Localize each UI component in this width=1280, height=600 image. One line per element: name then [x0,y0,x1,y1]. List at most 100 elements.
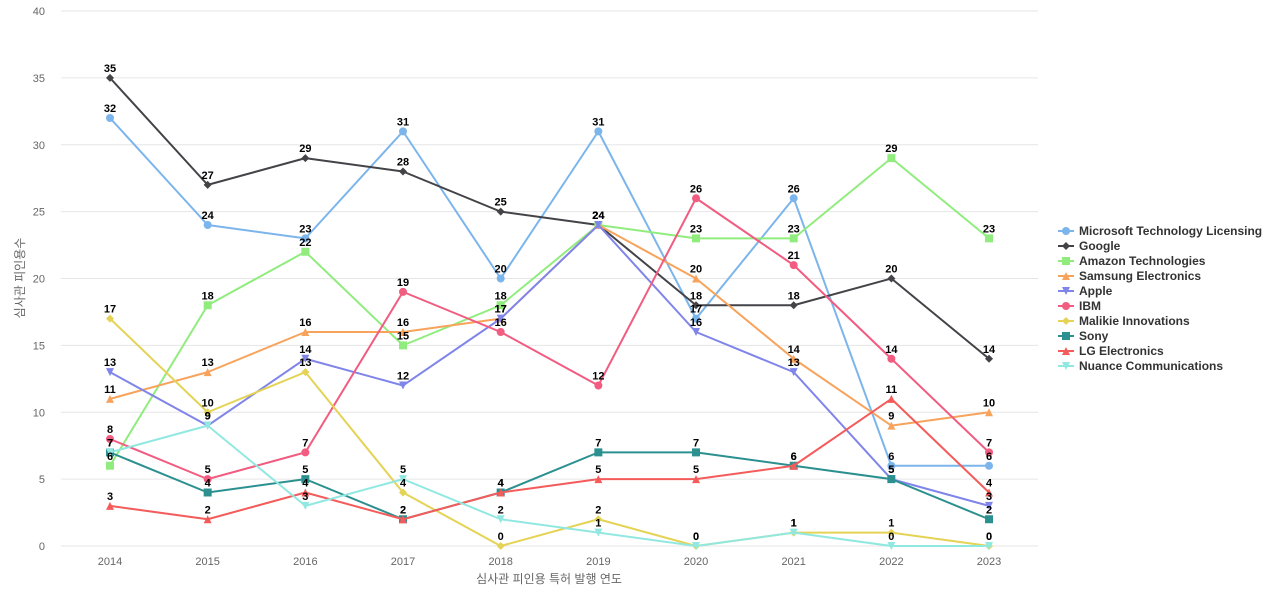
y-tick-label: 35 [33,73,45,85]
data-label: 3 [107,491,113,503]
series-nuance-communications [106,421,994,550]
data-point [985,448,994,457]
series-line [109,117,990,467]
data-label: 18 [495,290,507,302]
data-label: 7 [595,437,601,449]
data-point [496,488,505,497]
x-tick-label: 2023 [977,556,1001,568]
data-point [301,247,310,256]
legend-item: Apple [1058,284,1113,298]
data-point [496,542,505,550]
data-point [496,314,505,323]
data-label: 23 [299,223,311,235]
data-label: 20 [885,264,897,276]
legend-item: IBM [1058,299,1101,313]
series-line [109,424,990,547]
legend-label: Amazon Technologies [1079,254,1206,268]
data-point [399,488,408,497]
data-label: 14 [788,344,801,356]
data-label: 4 [498,478,505,490]
data-label: 5 [595,464,601,476]
data-point [301,488,310,497]
data-label: 16 [690,317,702,329]
data-label: 2 [400,504,406,516]
data-label: 1 [595,518,601,530]
data-label: 5 [205,464,211,476]
data-point [887,154,896,163]
data-label: 7 [107,437,113,449]
data-point [887,475,896,484]
data-label: 18 [690,290,702,302]
data-label: 35 [104,63,116,75]
data-point [106,368,114,377]
data-label: 4 [205,478,212,490]
series-line [109,77,990,360]
data-point [399,167,408,176]
data-label: 28 [397,157,409,169]
data-label: 6 [888,451,894,463]
data-point [496,301,505,310]
series-line [109,197,990,481]
data-point [301,154,310,163]
legend-label: Nuance Communications [1079,359,1223,373]
legend: Microsoft Technology LicensingGoogleAmaz… [1058,224,1262,373]
data-label: 6 [986,451,992,463]
legend-item: Samsung Electronics [1058,269,1201,283]
data-label: 13 [104,357,116,369]
data-point [301,448,310,457]
data-point [106,435,114,443]
data-point [399,328,408,336]
data-point [594,475,603,484]
data-label: 24 [592,210,605,222]
legend-marker [1062,272,1070,280]
data-label: 1 [791,518,797,530]
y-axis-title: 심사관 피인용수 [13,238,27,319]
data-point [301,475,310,484]
data-point [594,515,603,524]
data-label: 6 [791,451,797,463]
data-point [203,180,212,189]
data-point [496,515,505,524]
data-label: 0 [986,531,992,543]
data-label: 12 [397,371,409,383]
data-label: 29 [885,143,897,155]
data-label: 29 [299,143,311,155]
data-point [789,354,798,363]
data-point [594,448,603,457]
data-point [985,354,994,363]
data-point [985,488,994,497]
data-point [399,475,408,484]
data-label: 23 [983,223,995,235]
data-point [594,127,603,136]
x-tick-label: 2022 [879,556,903,568]
x-axis-title: 심사관 피인용 특허 발행 연도 [476,571,622,586]
legend-item: Malikie Innovations [1058,314,1190,328]
data-point [399,127,408,136]
data-point [789,261,798,270]
data-point [692,301,701,310]
legend-label: Apple [1079,284,1113,298]
data-label: 11 [886,384,898,396]
x-tick-label: 2020 [684,556,708,568]
data-label: 13 [202,357,214,369]
data-label: 1 [791,518,797,530]
series-lg-electronics [106,394,994,524]
y-tick-label: 20 [33,274,45,286]
data-label: 10 [983,397,995,409]
data-label: 8 [107,424,113,436]
data-point [789,528,798,537]
data-label: 4 [986,478,993,490]
legend-item: LG Electronics [1058,344,1164,358]
data-label: 11 [104,384,116,396]
data-label: 14 [983,344,996,356]
data-label: 3 [302,491,308,503]
data-point [789,301,798,310]
series-amazon-technologies [106,154,994,470]
data-point [985,408,994,417]
data-label: 24 [592,210,605,222]
legend-marker [1062,302,1070,310]
legend-marker [1062,317,1070,325]
data-point [106,394,114,403]
